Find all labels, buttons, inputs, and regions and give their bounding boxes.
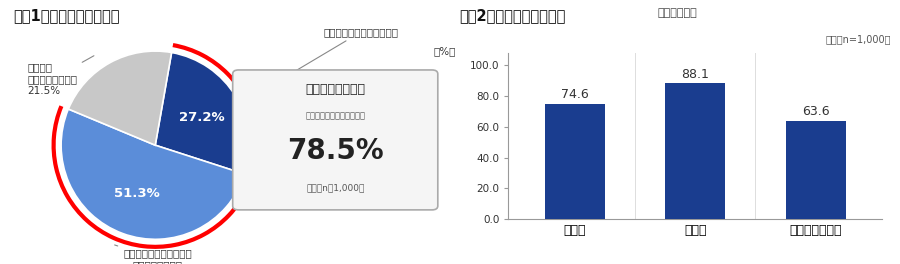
Text: 意味・内容まで＋言葉だけ: 意味・内容まで＋言葉だけ — [305, 111, 365, 120]
Text: （%）: （%） — [434, 46, 456, 56]
Text: 74.6: 74.6 — [561, 88, 589, 101]
Text: 知らない
聞いたこともない
21.5%: 知らない 聞いたこともない 21.5% — [27, 56, 94, 96]
Text: 言葉だけは知っている、
聞いたことがある: 言葉だけは知っている、 聞いたことがある — [114, 245, 192, 264]
Wedge shape — [68, 51, 172, 145]
Bar — [786, 121, 846, 219]
Text: ［図2］セルフケアの範囲: ［図2］セルフケアの範囲 — [459, 8, 565, 23]
Bar — [544, 104, 605, 219]
Wedge shape — [155, 53, 249, 174]
Text: 27.2%: 27.2% — [179, 111, 225, 124]
Text: 「知っている」計: 「知っている」計 — [305, 83, 365, 96]
Text: 63.6: 63.6 — [802, 105, 830, 118]
Text: 全体（n＝1,000）: 全体（n＝1,000） — [306, 184, 364, 193]
Text: 88.1: 88.1 — [681, 68, 709, 81]
Text: 意味、内容まで知っている: 意味、内容まで知っている — [263, 27, 399, 90]
Text: 78.5%: 78.5% — [287, 137, 383, 165]
Bar — [665, 83, 725, 219]
Wedge shape — [61, 109, 245, 239]
Text: 51.3%: 51.3% — [114, 187, 160, 200]
Text: ［図1］セルフケア認知率: ［図1］セルフケア認知率 — [14, 8, 120, 23]
Text: 全体（n=1,000）: 全体（n=1,000） — [825, 34, 891, 44]
FancyBboxPatch shape — [233, 70, 437, 210]
Text: （複数回答）: （複数回答） — [657, 8, 697, 18]
